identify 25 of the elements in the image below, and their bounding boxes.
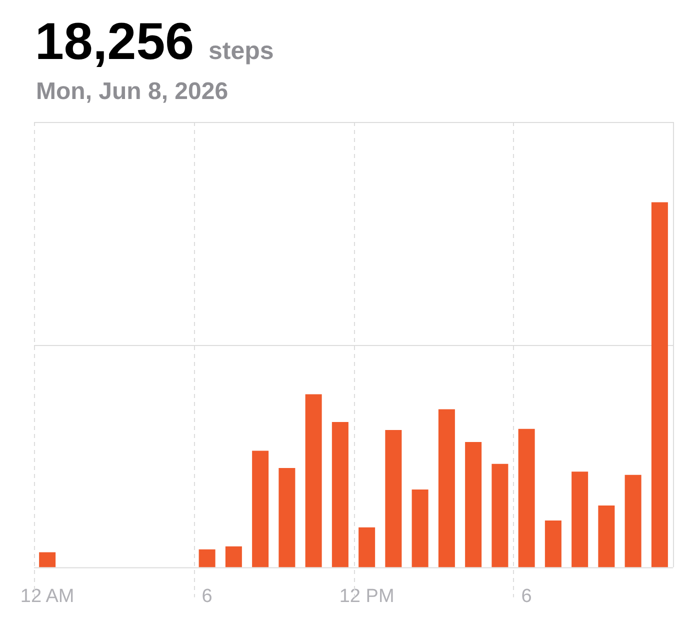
bar: [651, 202, 668, 568]
chart-title: 18,256 steps: [35, 13, 274, 71]
bar: [252, 450, 269, 568]
bar: [624, 474, 642, 568]
bar: [492, 464, 508, 568]
bar: [438, 409, 455, 568]
bar: [225, 546, 242, 568]
x-tick-label: 6: [202, 586, 212, 607]
bar: [598, 506, 615, 568]
bar: [412, 489, 428, 568]
x-tick-label: 6: [521, 586, 532, 607]
bar: [305, 394, 322, 568]
x-tick-label: 12 AM: [20, 586, 74, 607]
bar: [332, 422, 348, 568]
bar: [544, 520, 562, 568]
chart-subtitle: Mon, Jun 8, 2026: [36, 78, 228, 106]
bar: [198, 549, 216, 568]
bar: [278, 468, 296, 568]
bar: [518, 428, 535, 568]
bar: [385, 430, 402, 568]
bar: [572, 472, 588, 568]
bar: [358, 527, 376, 568]
bar: [39, 552, 56, 568]
bar: [465, 442, 482, 568]
x-tick-label: 12 PM: [339, 586, 394, 607]
